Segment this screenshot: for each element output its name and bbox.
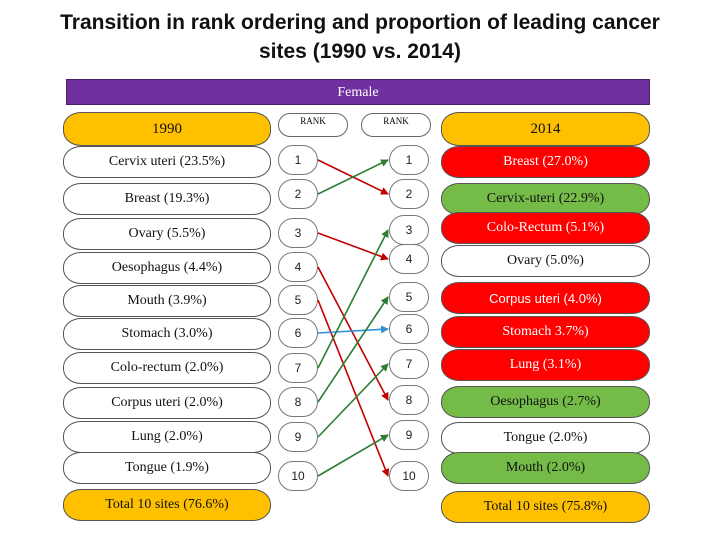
rank-left-8: 8 (278, 387, 318, 417)
left-total: Total 10 sites (76.6%) (63, 489, 271, 521)
female-banner: Female (66, 79, 650, 105)
title-line-1: Transition in rank ordering and proporti… (60, 11, 660, 34)
rank-right-3: 3 (389, 215, 429, 245)
title-line-2: sites (1990 vs. 2014) (259, 40, 461, 63)
rank-right-9: 9 (389, 420, 429, 450)
right-total: Total 10 sites (75.8%) (441, 491, 650, 523)
right-item-8: Oesophagus (2.7%) (441, 386, 650, 418)
left-item-9: Lung (2.0%) (63, 421, 271, 453)
page-title: Transition in rank ordering and proporti… (20, 8, 700, 66)
right-item-9: Tongue (2.0%) (441, 422, 650, 454)
transition-arrow-7-to-3 (317, 229, 389, 369)
rank-left-10: 10 (278, 461, 318, 491)
left-item-4: Oesophagus (4.4%) (63, 252, 271, 284)
left-item-8: Corpus uteri (2.0%) (63, 387, 271, 419)
rank-right-2: 2 (389, 179, 429, 209)
transition-arrow-4-to-8 (317, 266, 389, 401)
rank-left-3: 3 (278, 218, 318, 248)
left-item-3: Ovary (5.5%) (63, 218, 271, 250)
rank-left-5: 5 (278, 285, 318, 315)
rank-right-5: 5 (389, 282, 429, 312)
transition-arrow-10-to-9 (317, 434, 389, 477)
right-item-2: Cervix-uteri (22.9%) (441, 183, 650, 215)
transition-arrow-6-to-6 (317, 325, 389, 334)
transition-arrow-8-to-5 (317, 296, 389, 403)
header-1990: 1990 (63, 112, 271, 146)
left-item-5: Mouth (3.9%) (63, 285, 271, 317)
rank-right-10: 10 (389, 461, 429, 491)
rank-left-6: 6 (278, 318, 318, 348)
right-item-10: Mouth (2.0%) (441, 452, 650, 484)
right-item-6: Stomach 3.7%) (441, 316, 650, 348)
rank-right-8: 8 (389, 385, 429, 415)
rank-right-4: 4 (389, 244, 429, 274)
left-item-6: Stomach (3.0%) (63, 318, 271, 350)
right-item-5: Corpus uteri (4.0%) (441, 282, 650, 314)
rank-left-9: 9 (278, 422, 318, 452)
rank-left-2: 2 (278, 179, 318, 209)
left-item-1: Cervix uteri (23.5%) (63, 146, 271, 178)
right-item-1: Breast (27.0%) (441, 146, 650, 178)
right-item-3: Colo-Rectum (5.1%) (441, 212, 650, 244)
rank-header-right: RANK (361, 113, 431, 137)
transition-arrow-5-to-10 (317, 299, 390, 477)
left-item-7: Colo-rectum (2.0%) (63, 352, 271, 384)
right-item-4: Ovary (5.0%) (441, 245, 650, 277)
transition-arrow-3-to-4 (317, 232, 389, 261)
rank-left-7: 7 (278, 353, 318, 383)
header-2014: 2014 (441, 112, 650, 146)
left-item-2: Breast (19.3%) (63, 183, 271, 215)
rank-right-7: 7 (389, 349, 429, 379)
rank-header-left: RANK (278, 113, 348, 137)
rank-right-1: 1 (389, 145, 429, 175)
rank-left-1: 1 (278, 145, 318, 175)
rank-left-4: 4 (278, 252, 318, 282)
rank-right-6: 6 (389, 314, 429, 344)
right-item-7: Lung (3.1%) (441, 349, 650, 381)
left-item-10: Tongue (1.9%) (63, 452, 271, 484)
transition-arrow-9-to-7 (317, 363, 389, 438)
transition-arrow-1-to-2 (317, 159, 389, 195)
transition-arrow-2-to-1 (317, 159, 389, 195)
